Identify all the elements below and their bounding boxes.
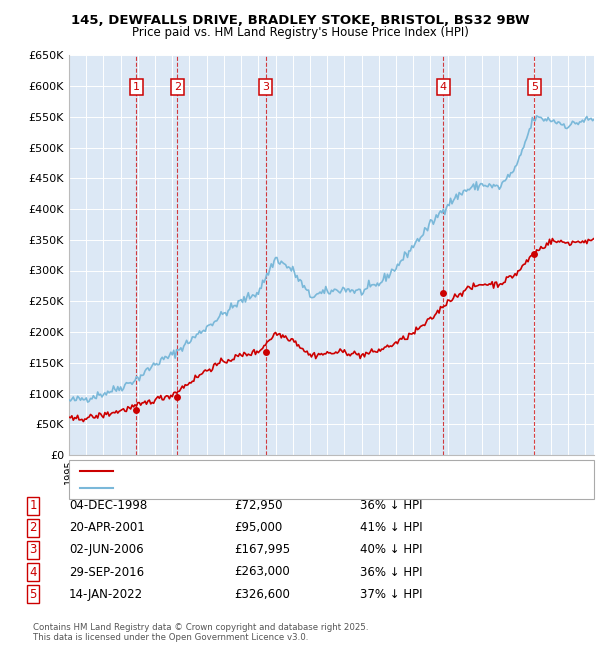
Text: 4: 4 [440, 83, 447, 92]
Text: 29-SEP-2016: 29-SEP-2016 [69, 566, 144, 578]
Text: Price paid vs. HM Land Registry's House Price Index (HPI): Price paid vs. HM Land Registry's House … [131, 26, 469, 39]
Text: 14-JAN-2022: 14-JAN-2022 [69, 588, 143, 601]
Text: 5: 5 [29, 588, 37, 601]
Text: 2: 2 [29, 521, 37, 534]
Text: 36% ↓ HPI: 36% ↓ HPI [360, 499, 422, 512]
Text: 04-DEC-1998: 04-DEC-1998 [69, 499, 147, 512]
Text: £326,600: £326,600 [234, 588, 290, 601]
Text: 3: 3 [29, 543, 37, 556]
Text: £263,000: £263,000 [234, 566, 290, 578]
Text: £95,000: £95,000 [234, 521, 282, 534]
Text: 2: 2 [174, 83, 181, 92]
Text: 5: 5 [531, 83, 538, 92]
Text: 37% ↓ HPI: 37% ↓ HPI [360, 588, 422, 601]
Text: 20-APR-2001: 20-APR-2001 [69, 521, 145, 534]
Text: HPI: Average price, detached house, South Gloucestershire: HPI: Average price, detached house, Sout… [120, 484, 409, 493]
Text: Contains HM Land Registry data © Crown copyright and database right 2025.
This d: Contains HM Land Registry data © Crown c… [33, 623, 368, 642]
Text: 145, DEWFALLS DRIVE, BRADLEY STOKE, BRISTOL, BS32 9BW (detached house): 145, DEWFALLS DRIVE, BRADLEY STOKE, BRIS… [120, 466, 510, 476]
Text: 41% ↓ HPI: 41% ↓ HPI [360, 521, 422, 534]
Text: £72,950: £72,950 [234, 499, 283, 512]
Text: 145, DEWFALLS DRIVE, BRADLEY STOKE, BRISTOL, BS32 9BW: 145, DEWFALLS DRIVE, BRADLEY STOKE, BRIS… [71, 14, 529, 27]
Text: 40% ↓ HPI: 40% ↓ HPI [360, 543, 422, 556]
Text: 1: 1 [133, 83, 140, 92]
Text: 3: 3 [262, 83, 269, 92]
Text: 1: 1 [29, 499, 37, 512]
Text: £167,995: £167,995 [234, 543, 290, 556]
Text: 36% ↓ HPI: 36% ↓ HPI [360, 566, 422, 578]
Text: 02-JUN-2006: 02-JUN-2006 [69, 543, 143, 556]
Text: 4: 4 [29, 566, 37, 578]
